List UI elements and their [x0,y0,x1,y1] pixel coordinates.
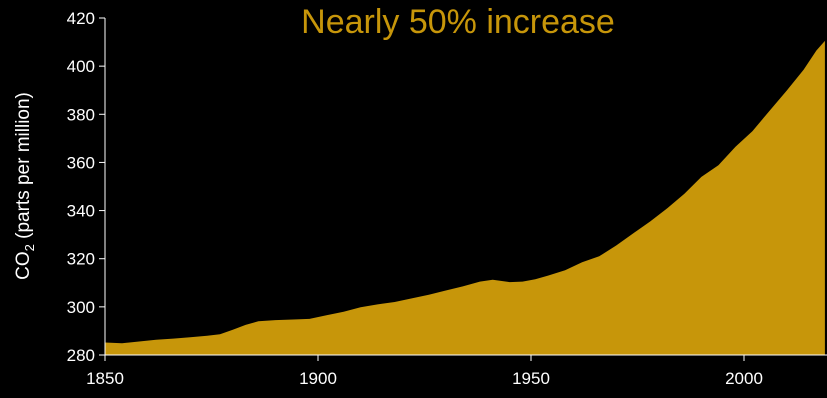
x-tick-label: 1850 [86,369,124,388]
y-tick-label: 340 [67,202,95,221]
y-tick-label: 300 [67,298,95,317]
y-axis-label: CO2 (parts per million) [13,92,37,280]
y-tick-labels: 280 300 320 340 360 380 400 420 [67,9,105,365]
y-tick-label: 400 [67,57,95,76]
y-axis-label-rest: (parts per million) [13,92,34,244]
y-axis-label-main: CO [13,251,34,280]
x-tick-label: 2000 [725,369,763,388]
y-tick-label: 380 [67,105,95,124]
plot-area [105,40,825,356]
y-tick-label: 420 [67,9,95,28]
y-tick-label: 320 [67,250,95,269]
svg-text:CO2 (parts per million): CO2 (parts per million) [13,92,37,280]
y-axis-label-subscript: 2 [22,244,37,251]
x-tick-label: 1900 [299,369,337,388]
x-tick-labels: 1850 1900 1950 2000 [86,355,763,388]
chart-title: Nearly 50% increase [301,3,615,41]
co2-area-series [105,40,825,356]
y-tick-label: 280 [67,346,95,365]
x-tick-label: 1950 [512,369,550,388]
axes [104,18,827,356]
y-tick-label: 360 [67,153,95,172]
